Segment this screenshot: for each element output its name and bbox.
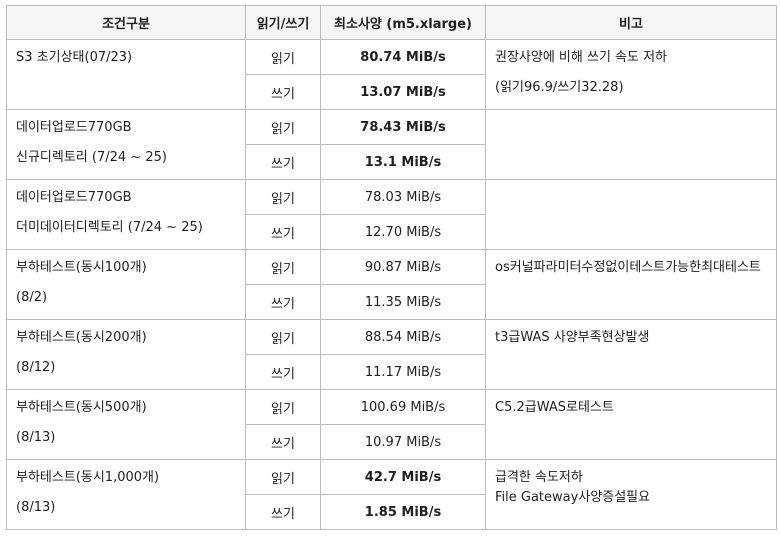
note-line: (읽기96.9/쓰기32.28) xyxy=(495,80,624,95)
category-line: (8/12) xyxy=(16,360,56,375)
mode-read: 읽기 xyxy=(245,459,321,495)
mode-read: 읽기 xyxy=(245,39,321,75)
mode-write: 쓰기 xyxy=(245,74,321,110)
note-cell: t3급WAS 사양부족현상발생 xyxy=(485,319,777,390)
note-cell xyxy=(485,179,777,250)
write-speed: 10.97 MiB/s xyxy=(320,424,486,460)
mode-write: 쓰기 xyxy=(245,284,321,320)
category-line: 부하테스트(동시100개) xyxy=(16,260,147,275)
category-line: 부하테스트(동시200개) xyxy=(16,330,147,345)
table-body: S3 초기상태(07/23) 읽기 80.74 MiB/s 권장사양에 비해 쓰기 속… xyxy=(6,39,777,530)
write-speed: 1.85 MiB/s xyxy=(320,494,486,530)
table-row: 데이터업로드770GB 더미데이터디렉토리 (7/24 ~ 25) 읽기 78.03 … xyxy=(6,179,777,250)
read-speed: 90.87 MiB/s xyxy=(320,249,486,285)
read-speed: 100.69 MiB/s xyxy=(320,389,486,425)
category-line: (8/2) xyxy=(16,290,48,305)
category-line: 신규디렉토리 (7/24 ~ 25) xyxy=(16,150,167,165)
category-line: 부하테스트(동시1,000개) xyxy=(16,470,160,485)
mode-read: 읽기 xyxy=(245,389,321,425)
category-line: 데이터업로드770GB xyxy=(16,190,132,205)
category-line: 더미데이터디렉토리 (7/24 ~ 25) xyxy=(16,220,203,235)
mode-write: 쓰기 xyxy=(245,424,321,460)
header-note: 비고 xyxy=(485,5,777,40)
read-speed: 80.74 MiB/s xyxy=(320,39,486,75)
mode-read: 읽기 xyxy=(245,249,321,285)
mode-write: 쓰기 xyxy=(245,214,321,250)
note-cell: os커널파라미터수정없이테스트가능한최대테스트 xyxy=(485,249,777,320)
category-line: 데이터업로드770GB xyxy=(16,120,132,135)
read-speed: 88.54 MiB/s xyxy=(320,319,486,355)
note-cell xyxy=(485,109,777,180)
write-speed: 11.17 MiB/s xyxy=(320,354,486,390)
write-speed: 13.1 MiB/s xyxy=(320,144,486,180)
note-line: C5.2급WAS로테스트 xyxy=(495,400,614,415)
note-line: t3급WAS 사양부족현상발생 xyxy=(495,330,650,345)
category-line: S3 초기상태(07/23) xyxy=(16,50,133,65)
mode-read: 읽기 xyxy=(245,319,321,355)
note-cell: 급격한 속도저하 File Gateway사양증설필요 xyxy=(485,459,777,530)
table-row: 쓰기 1.85 MiB/s xyxy=(7,494,777,530)
read-speed: 78.43 MiB/s xyxy=(320,109,486,145)
header-min-spec: 최소사양 (m5.xlarge) xyxy=(320,5,486,40)
note-cell: 권장사양에 비해 쓰기 속도 저하 (읽기96.9/쓰기32.28) xyxy=(485,39,777,110)
category-cell: S3 초기상태(07/23) xyxy=(6,39,246,110)
table-row: 부하테스트(동시200개) (8/12) 읽기 88.54 MiB/s t3급WAS 사… xyxy=(6,319,777,390)
table-row: S3 초기상태(07/23) 읽기 80.74 MiB/s 권장사양에 비해 쓰기 속… xyxy=(6,39,777,110)
category-cell: 부하테스트(동시100개) (8/2) xyxy=(6,249,246,320)
category-cell: 부하테스트(동시1,000개) (8/13) xyxy=(6,459,246,530)
note-line: 권장사양에 비해 쓰기 속도 저하 xyxy=(495,50,668,65)
category-line: 부하테스트(동시500개) xyxy=(16,400,147,415)
category-cell: 데이터업로드770GB 신규디렉토리 (7/24 ~ 25) xyxy=(6,109,246,180)
mode-write: 쓰기 xyxy=(245,494,321,530)
mode-read: 읽기 xyxy=(245,109,321,145)
category-cell: 부하테스트(동시200개) (8/12) xyxy=(6,319,246,390)
mode-write: 쓰기 xyxy=(245,144,321,180)
write-speed: 13.07 MiB/s xyxy=(320,74,486,110)
mode-read: 읽기 xyxy=(245,179,321,215)
header-read-write: 읽기/쓰기 xyxy=(245,5,321,40)
note-line: File Gateway사양증설필요 xyxy=(495,490,651,505)
table-row: 부하테스트(동시1,000개) (8/13) 읽기 42.7 MiB/s 급격한 속도저… xyxy=(6,459,777,530)
table-row: 쓰기 11.17 MiB/s xyxy=(7,354,777,390)
table-row: 쓰기 11.35 MiB/s xyxy=(7,284,777,320)
table-row: 쓰기 13.1 MiB/s xyxy=(7,144,777,180)
read-speed: 78.03 MiB/s xyxy=(320,179,486,215)
table-row: 데이터업로드770GB 신규디렉토리 (7/24 ~ 25) 읽기 78.43 MiB… xyxy=(6,109,777,180)
table-row: 쓰기 12.70 MiB/s xyxy=(7,214,777,250)
table-row: 부하테스트(동시500개) (8/13) 읽기 100.69 MiB/s C5.2급WA… xyxy=(6,389,777,460)
header-row: 조건구분 읽기/쓰기 최소사양 (m5.xlarge) 비고 xyxy=(6,5,777,40)
note-line: 급격한 속도저하 xyxy=(495,470,583,485)
table-row: 쓰기 10.97 MiB/s xyxy=(7,424,777,460)
write-speed: 12.70 MiB/s xyxy=(320,214,486,250)
category-cell: 데이터업로드770GB 더미데이터디렉토리 (7/24 ~ 25) xyxy=(6,179,246,250)
table-row: 부하테스트(동시100개) (8/2) 읽기 90.87 MiB/s os커널파라미터수… xyxy=(6,249,777,320)
category-cell: 부하테스트(동시500개) (8/13) xyxy=(6,389,246,460)
category-line: (8/13) xyxy=(16,500,56,515)
category-line: (8/13) xyxy=(16,430,56,445)
header-category: 조건구분 xyxy=(6,5,246,40)
spec-table: 조건구분 읽기/쓰기 최소사양 (m5.xlarge) 비고 S3 초기상태(0… xyxy=(6,5,777,530)
mode-write: 쓰기 xyxy=(245,354,321,390)
table-row: 쓰기 13.07 MiB/s xyxy=(7,74,777,110)
note-cell: C5.2급WAS로테스트 xyxy=(485,389,777,460)
note-line: os커널파라미터수정없이테스트가능한최대테스트 xyxy=(495,260,761,275)
write-speed: 11.35 MiB/s xyxy=(320,284,486,320)
read-speed: 42.7 MiB/s xyxy=(320,459,486,495)
